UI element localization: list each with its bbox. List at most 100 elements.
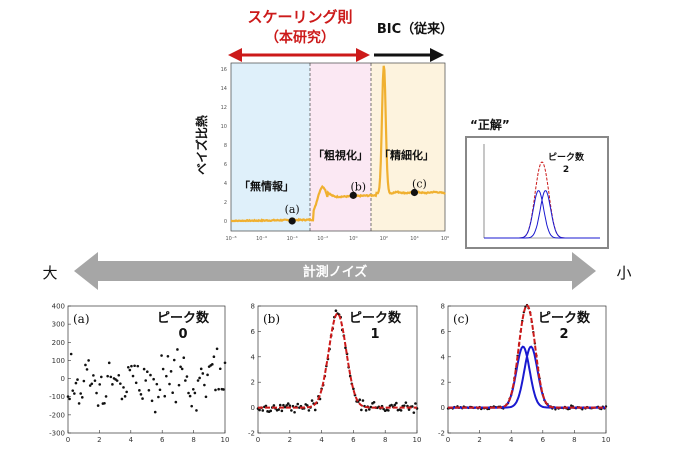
data-point xyxy=(310,399,314,402)
data-point xyxy=(123,395,127,398)
panel-frame xyxy=(67,305,226,434)
data-point xyxy=(390,403,393,407)
data-point xyxy=(285,404,288,407)
data-point xyxy=(222,388,225,391)
data-point xyxy=(204,395,208,399)
region-label-fine: 「精細化」 xyxy=(379,148,434,162)
data-point xyxy=(358,398,362,402)
data-point xyxy=(334,309,338,312)
data-point xyxy=(223,361,227,365)
data-point xyxy=(293,410,296,414)
data-point xyxy=(141,397,144,400)
state-point-label: (c) xyxy=(412,178,427,191)
panel-frame xyxy=(447,305,607,434)
data-point xyxy=(104,395,108,398)
data-point xyxy=(282,403,285,407)
data-point xyxy=(261,409,265,412)
data-point xyxy=(179,365,182,369)
data-point xyxy=(109,375,113,379)
x-tick-label: 10⁻⁸ xyxy=(225,236,236,242)
panel-y-tick: 400 xyxy=(52,303,65,311)
x-tick-label: 10⁻² xyxy=(317,236,328,242)
data-point xyxy=(395,401,398,405)
data-point xyxy=(272,404,276,407)
data-point xyxy=(66,395,70,398)
data-point xyxy=(122,386,125,389)
data-point xyxy=(203,383,206,387)
data-point xyxy=(264,404,268,408)
data-point xyxy=(92,374,95,377)
panel-x-tick: 0 xyxy=(66,436,70,444)
panel-x-tick: 4 xyxy=(129,436,134,444)
state-points: (a) (b) (c) xyxy=(285,178,427,225)
data-point xyxy=(296,402,300,406)
scaling-law-title: スケーリング則 xyxy=(247,8,352,26)
y-tick-label: 6 xyxy=(224,162,227,168)
panel-x-tick: 2 xyxy=(97,436,101,444)
panel-x-tick: 6 xyxy=(351,436,356,444)
data-point xyxy=(290,409,293,412)
data-point xyxy=(152,377,155,381)
data-point xyxy=(172,358,176,362)
data-point xyxy=(368,408,371,411)
data-point xyxy=(88,384,92,387)
data-point xyxy=(133,364,136,368)
data-point xyxy=(145,370,149,374)
panel-x-tick: 6 xyxy=(160,436,165,444)
data-point xyxy=(387,409,390,412)
data-point xyxy=(106,374,109,378)
data-point xyxy=(115,379,119,382)
y-tick-label: 12 xyxy=(221,105,227,111)
data-point xyxy=(554,408,557,411)
noise-label: 計測ノイズ xyxy=(303,264,368,280)
data-point xyxy=(185,375,189,378)
data-point xyxy=(96,404,100,407)
data-point xyxy=(215,347,219,351)
data-point xyxy=(198,376,201,380)
data-point xyxy=(174,400,178,404)
data-point xyxy=(402,404,406,407)
data-point xyxy=(190,404,193,408)
panel-x-tick: 10 xyxy=(602,436,611,444)
peak-count-label: ピーク数 xyxy=(349,310,402,326)
panel-y-tick: 2 xyxy=(441,379,445,387)
data-point xyxy=(168,382,171,386)
data-point xyxy=(149,373,152,377)
panel-y-tick: 0 xyxy=(61,375,65,383)
data-point xyxy=(95,391,98,395)
region-label-coarse: 「粗視化」 xyxy=(313,148,368,162)
data-point xyxy=(98,383,102,386)
data-point xyxy=(155,382,159,386)
data-point xyxy=(144,379,148,382)
data-point xyxy=(125,390,128,394)
data-point xyxy=(361,399,365,402)
y-tick-label: 14 xyxy=(221,86,227,92)
x-tick-labels: 10⁻⁸ 10⁻⁶ 10⁻⁴ 10⁻² 10⁰ 10² 10⁴ 10⁶ xyxy=(225,236,449,242)
data-point xyxy=(404,401,408,404)
y-axis-label: ベイズ比熱 xyxy=(194,115,209,175)
data-point xyxy=(195,409,198,412)
data-point xyxy=(218,367,222,371)
data-point xyxy=(157,395,160,399)
scaling-law-range-arrow xyxy=(228,48,370,62)
panel-y-tick: 100 xyxy=(52,357,65,365)
x-tick-label: 10⁶ xyxy=(441,236,449,242)
data-point xyxy=(196,379,200,382)
data-point xyxy=(206,373,209,377)
panel-x-tick: 0 xyxy=(256,436,260,444)
y-tick-label: 2 xyxy=(224,200,227,206)
y-tick-label: 10 xyxy=(221,124,227,130)
panel-frame xyxy=(257,305,418,434)
data-point xyxy=(184,379,187,382)
data-point xyxy=(93,379,97,383)
data-point xyxy=(163,394,167,398)
data-point xyxy=(399,409,403,412)
panel-x-tick: 10 xyxy=(221,436,230,444)
data-point xyxy=(126,365,130,369)
region-label-no-info: 「無情報」 xyxy=(239,179,294,193)
data-point xyxy=(138,389,141,392)
x-tick-label: 10⁰ xyxy=(349,236,357,242)
data-point xyxy=(136,364,140,368)
